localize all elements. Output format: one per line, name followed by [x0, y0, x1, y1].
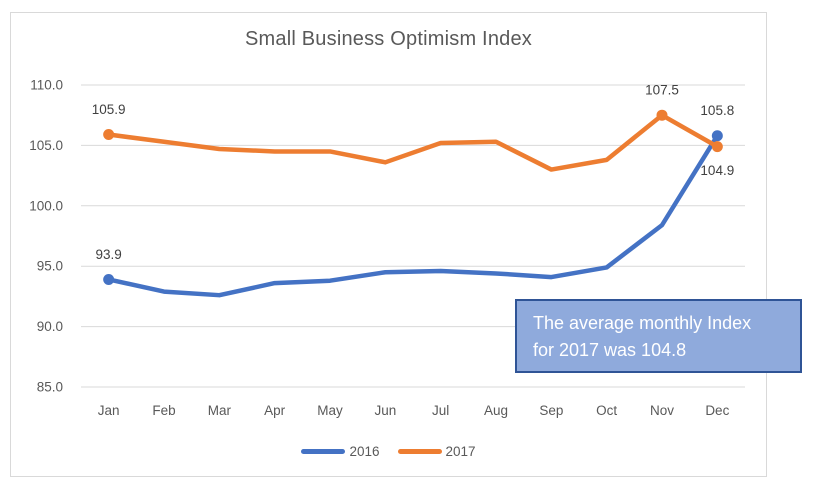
x-axis-label-jan: Jan: [98, 403, 120, 418]
legend-label-2016: 2016: [349, 443, 380, 459]
legend-label-2017: 2017: [445, 443, 476, 459]
x-axis-label-oct: Oct: [596, 403, 617, 418]
data-point-label-2017-nov: 107.5: [645, 83, 679, 98]
x-axis-label-dec: Dec: [705, 403, 729, 418]
annotation-textbox[interactable]: The average monthly Index for 2017 was 1…: [515, 299, 802, 373]
series-2016-line[interactable]: [106, 133, 720, 298]
y-axis-tick-label: 95.0: [37, 259, 63, 274]
y-axis-tick-label: 110.0: [30, 78, 63, 93]
x-axis-label-nov: Nov: [650, 403, 674, 418]
x-axis-label-aug: Aug: [484, 403, 508, 418]
x-axis-label-apr: Apr: [264, 403, 286, 418]
y-axis-tick-label: 90.0: [37, 319, 63, 334]
data-point-label-2016-jan: 93.9: [96, 247, 122, 262]
legend-swatch-2016-icon: [301, 448, 346, 454]
x-axis-label-feb: Feb: [152, 403, 175, 418]
x-axis-label-mar: Mar: [208, 403, 232, 418]
chart-title: Small Business Optimism Index: [244, 28, 532, 50]
legend-item-2016[interactable]: 2016: [301, 443, 380, 459]
y-axis-tick-label: 105.0: [29, 138, 63, 153]
data-point-marker-2017-jan[interactable]: [103, 129, 115, 141]
legend-swatch-2017-icon: [397, 448, 442, 454]
y-axis-tick-label: 85.0: [37, 380, 63, 395]
data-point-label-2017-jan: 105.9: [92, 102, 126, 117]
legend-item-2017[interactable]: 2017: [397, 443, 476, 459]
annotation-line-1: The average monthly Index: [533, 313, 752, 333]
annotation-line-2: for 2017 was 104.8: [533, 340, 687, 360]
data-point-marker-2016-jan[interactable]: [103, 273, 115, 285]
x-axis-label-jul: Jul: [432, 403, 449, 418]
data-point-label-2016-dec: 105.8: [700, 103, 734, 118]
x-axis-label-may: May: [317, 403, 343, 418]
x-axis-label-jun: Jun: [374, 403, 396, 418]
series-2017-line[interactable]: [106, 112, 720, 172]
x-axis-label-sep: Sep: [539, 403, 563, 418]
chart-legend[interactable]: 2016 2017: [10, 443, 767, 459]
y-axis-tick-label: 100.0: [29, 198, 63, 213]
data-point-marker-2016-dec[interactable]: [711, 130, 723, 142]
data-point-label-2017-dec: 104.9: [700, 163, 734, 178]
data-point-marker-2017-nov[interactable]: [656, 109, 668, 121]
data-point-marker-2017-dec[interactable]: [711, 141, 723, 153]
chart-area-frame[interactable]: [10, 12, 767, 477]
